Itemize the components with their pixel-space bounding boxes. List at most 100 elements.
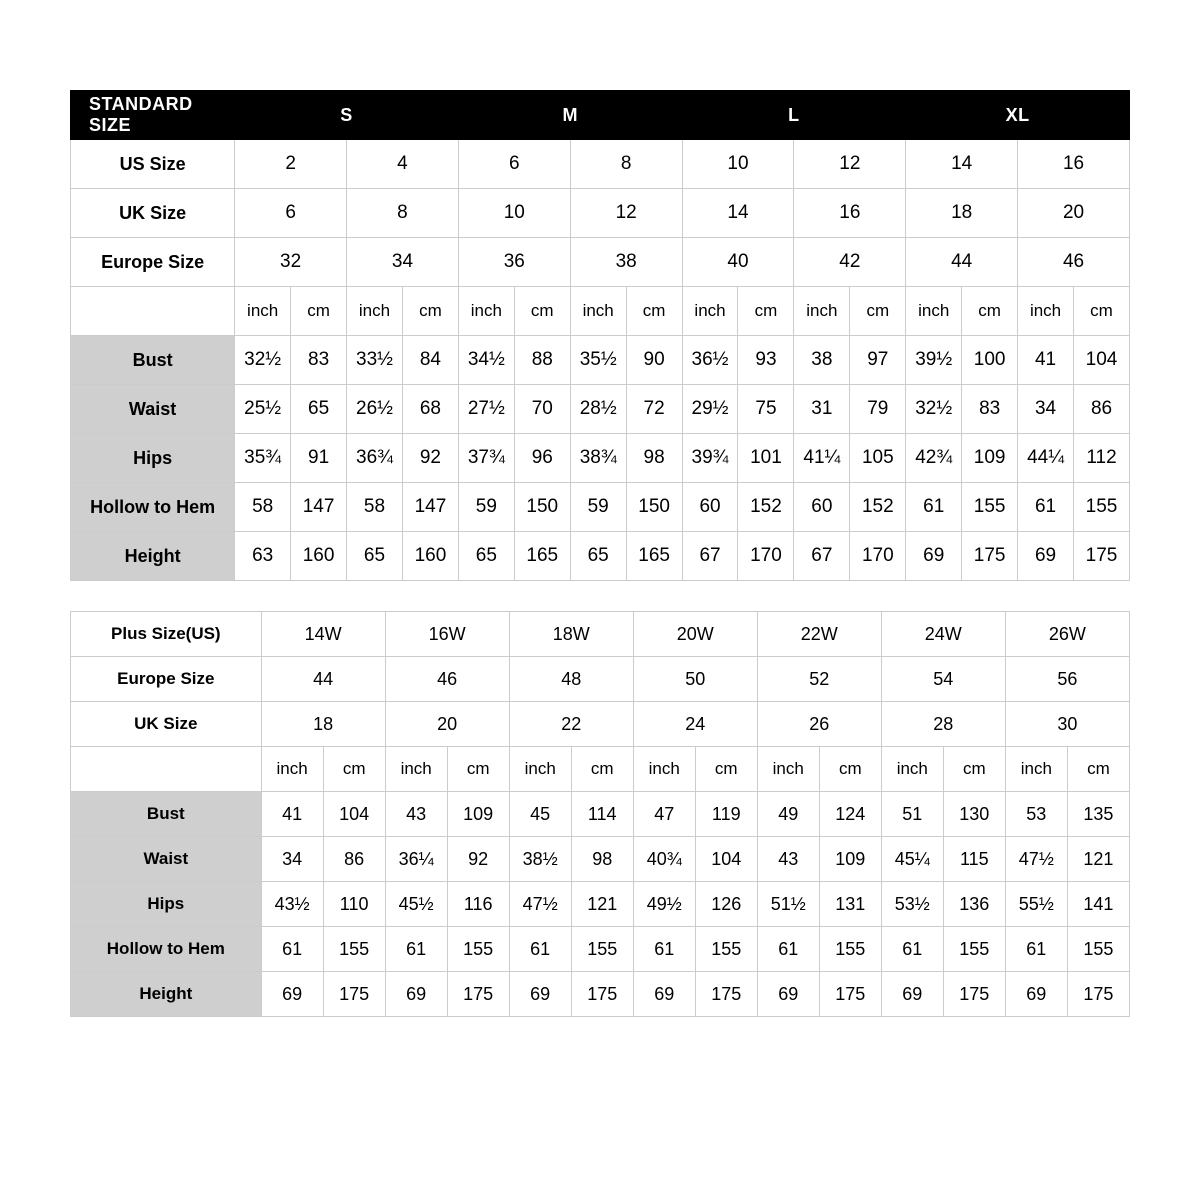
size-cell: 10: [682, 140, 794, 189]
meas-cell: 112: [1074, 434, 1130, 483]
unit-inch: inch: [757, 747, 819, 792]
meas-cell: 69: [881, 972, 943, 1017]
meas-cell: 147: [291, 483, 347, 532]
meas-cell: 61: [385, 927, 447, 972]
unit-cm: cm: [943, 747, 1005, 792]
unit-cm: cm: [1067, 747, 1129, 792]
unit-inch: inch: [906, 287, 962, 336]
meas-cell: 29½: [682, 385, 738, 434]
meas-cell: 69: [509, 972, 571, 1017]
unit-cm: cm: [402, 287, 458, 336]
size-cell: 18: [261, 702, 385, 747]
meas-cell: 33½: [347, 336, 403, 385]
meas-cell: 109: [447, 792, 509, 837]
meas-cell: 175: [571, 972, 633, 1017]
meas-cell: 63: [235, 532, 291, 581]
size-cell: 22: [509, 702, 633, 747]
size-cell: 14W: [261, 612, 385, 657]
meas-cell: 69: [757, 972, 819, 1017]
unit-inch: inch: [458, 287, 514, 336]
size-cell: 12: [794, 140, 906, 189]
meas-cell: 38½: [509, 837, 571, 882]
size-cell: 24: [633, 702, 757, 747]
meas-cell: 47½: [1005, 837, 1067, 882]
size-cell: 8: [570, 140, 682, 189]
standard-size-table: STANDARD SIZE S M L XL US Size2468101214…: [70, 90, 1130, 581]
meas-cell: 32½: [906, 385, 962, 434]
row-label: Waist: [71, 837, 262, 882]
meas-cell: 155: [943, 927, 1005, 972]
meas-cell: 100: [962, 336, 1018, 385]
size-cell: 6: [235, 189, 347, 238]
meas-cell: 83: [291, 336, 347, 385]
meas-cell: 141: [1067, 882, 1129, 927]
meas-cell: 155: [819, 927, 881, 972]
size-cell: 28: [881, 702, 1005, 747]
meas-cell: 175: [447, 972, 509, 1017]
size-cell: 24W: [881, 612, 1005, 657]
row-label: UK Size: [71, 189, 235, 238]
meas-cell: 83: [962, 385, 1018, 434]
unit-cm: cm: [571, 747, 633, 792]
meas-cell: 131: [819, 882, 881, 927]
meas-cell: 124: [819, 792, 881, 837]
meas-cell: 67: [794, 532, 850, 581]
size-cell: 52: [757, 657, 881, 702]
meas-cell: 175: [943, 972, 1005, 1017]
table-row: Waist348636¼9238½9840¾1044310945¼11547½1…: [71, 837, 1130, 882]
size-group: M: [458, 91, 682, 140]
meas-cell: 69: [906, 532, 962, 581]
unit-cm: cm: [738, 287, 794, 336]
size-cell: 14: [682, 189, 794, 238]
meas-cell: 42¾: [906, 434, 962, 483]
meas-cell: 36¾: [347, 434, 403, 483]
meas-cell: 116: [447, 882, 509, 927]
table-row: Bust41104431094511447119491245113053135: [71, 792, 1130, 837]
row-label: Bust: [71, 792, 262, 837]
meas-cell: 175: [962, 532, 1018, 581]
size-cell: 30: [1005, 702, 1129, 747]
meas-cell: 75: [738, 385, 794, 434]
meas-cell: 26½: [347, 385, 403, 434]
meas-cell: 27½: [458, 385, 514, 434]
size-cell: 36: [458, 238, 570, 287]
meas-cell: 47½: [509, 882, 571, 927]
meas-cell: 104: [323, 792, 385, 837]
size-cell: 50: [633, 657, 757, 702]
meas-cell: 32½: [235, 336, 291, 385]
standard-header-title: STANDARD SIZE: [71, 91, 235, 140]
meas-cell: 160: [402, 532, 458, 581]
meas-cell: 175: [323, 972, 385, 1017]
meas-cell: 101: [738, 434, 794, 483]
size-group: S: [235, 91, 459, 140]
meas-cell: 34½: [458, 336, 514, 385]
size-cell: 18: [906, 189, 1018, 238]
meas-cell: 38¾: [570, 434, 626, 483]
meas-cell: 152: [850, 483, 906, 532]
table-row: Europe Size44464850525456: [71, 657, 1130, 702]
unit-cm: cm: [695, 747, 757, 792]
meas-cell: 53½: [881, 882, 943, 927]
meas-cell: 61: [261, 927, 323, 972]
meas-cell: 93: [738, 336, 794, 385]
row-label: Hips: [71, 882, 262, 927]
meas-cell: 61: [509, 927, 571, 972]
size-cell: 2: [235, 140, 347, 189]
meas-cell: 59: [570, 483, 626, 532]
meas-cell: 114: [571, 792, 633, 837]
meas-cell: 35½: [570, 336, 626, 385]
meas-cell: 51: [881, 792, 943, 837]
meas-cell: 47: [633, 792, 695, 837]
size-cell: 18W: [509, 612, 633, 657]
table-row: Hollow to Hem581475814759150591506015260…: [71, 483, 1130, 532]
meas-cell: 58: [235, 483, 291, 532]
meas-cell: 84: [402, 336, 458, 385]
meas-cell: 61: [1005, 927, 1067, 972]
meas-cell: 61: [757, 927, 819, 972]
meas-cell: 36¼: [385, 837, 447, 882]
meas-cell: 65: [458, 532, 514, 581]
unit-inch: inch: [881, 747, 943, 792]
unit-inch: inch: [347, 287, 403, 336]
size-cell: 26W: [1005, 612, 1129, 657]
meas-cell: 45: [509, 792, 571, 837]
